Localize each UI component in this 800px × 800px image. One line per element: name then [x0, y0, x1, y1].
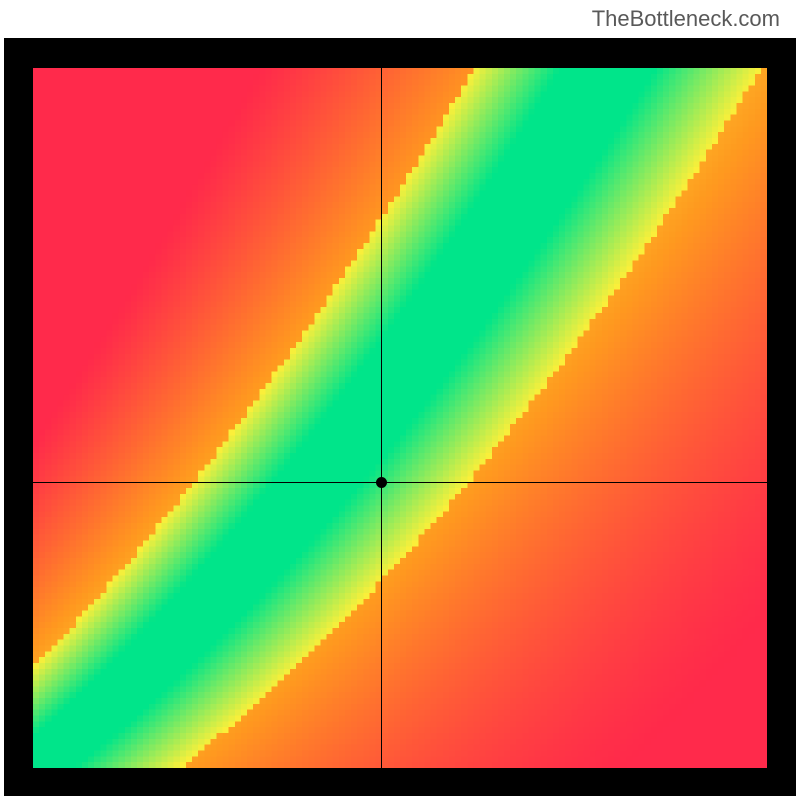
crosshair-vertical [381, 68, 382, 768]
crosshair-marker-dot [376, 477, 387, 488]
crosshair-horizontal [33, 482, 767, 483]
watermark-text: TheBottleneck.com [592, 6, 780, 32]
bottleneck-heatmap [33, 68, 767, 768]
